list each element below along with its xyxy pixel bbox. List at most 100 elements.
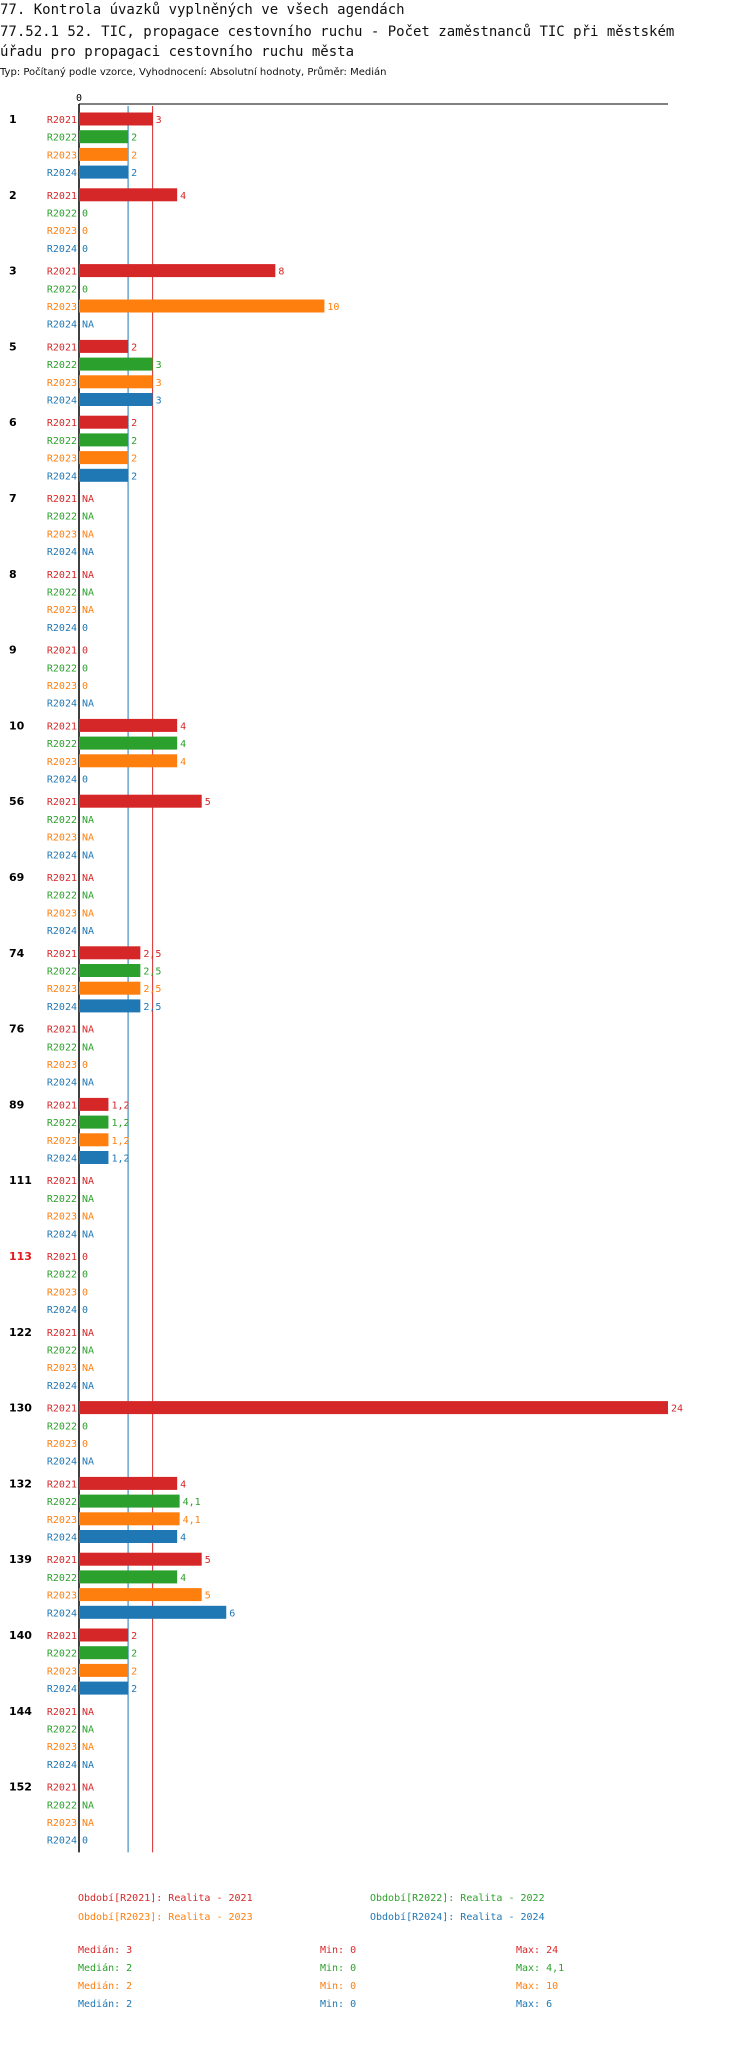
period-label-5-R2021: R2021	[47, 342, 77, 353]
value-label-111-R2024: NA	[82, 1229, 94, 1240]
period-label-2-R2022: R2022	[47, 209, 77, 220]
value-label-152-R2022: NA	[82, 1800, 94, 1811]
period-label-3-R2022: R2022	[47, 284, 77, 295]
group-label-122: 122	[9, 1326, 32, 1339]
period-label-140-R2021: R2021	[47, 1631, 77, 1642]
period-label-130-R2023: R2023	[47, 1439, 77, 1450]
bar-89-R2021	[79, 1097, 109, 1111]
period-label-139-R2024: R2024	[47, 1608, 77, 1619]
period-label-7-R2021: R2021	[47, 494, 77, 505]
value-label-139-R2024: 6	[229, 1608, 235, 1619]
group-label-74: 74	[9, 947, 25, 960]
value-label-9-R2021: 0	[82, 646, 88, 657]
period-label-139-R2021: R2021	[47, 1555, 77, 1566]
stat-median-r2024: Medián: 2	[78, 1999, 133, 2010]
value-label-140-R2021: 2	[131, 1631, 137, 1642]
period-label-74-R2024: R2024	[47, 1002, 77, 1013]
value-label-6-R2022: 2	[131, 436, 137, 447]
bar-74-R2022	[79, 964, 141, 977]
value-label-2-R2023: 0	[82, 226, 88, 237]
value-label-10-R2021: 4	[180, 721, 186, 732]
value-label-144-R2023: NA	[82, 1742, 94, 1753]
period-label-8-R2024: R2024	[47, 623, 77, 634]
group-label-69: 69	[9, 871, 24, 884]
legend-item-r2023: Období[R2023]: Realita - 2023	[78, 1912, 253, 1923]
value-label-76-R2023: 0	[82, 1060, 88, 1071]
period-label-132-R2022: R2022	[47, 1497, 77, 1508]
period-label-5-R2024: R2024	[47, 396, 77, 407]
chart-title-line-1: 77. Kontrola úvazků vyplněných ve všech …	[0, 2, 405, 18]
value-label-132-R2022: 4,1	[183, 1497, 201, 1508]
value-label-122-R2023: NA	[82, 1363, 94, 1374]
period-label-8-R2023: R2023	[47, 605, 77, 616]
bar-140-R2022	[79, 1646, 129, 1660]
value-label-56-R2023: NA	[82, 833, 94, 844]
period-label-1-R2021: R2021	[47, 115, 77, 126]
bar-6-R2023	[79, 451, 129, 465]
period-label-69-R2022: R2022	[47, 891, 77, 902]
value-label-8-R2021: NA	[82, 570, 94, 581]
value-label-130-R2023: 0	[82, 1439, 88, 1450]
group-label-132: 132	[9, 1477, 32, 1490]
value-label-2-R2021: 4	[180, 191, 186, 202]
value-label-9-R2024: NA	[82, 699, 94, 710]
period-label-132-R2023: R2023	[47, 1515, 77, 1526]
bar-140-R2023	[79, 1663, 129, 1677]
period-label-113-R2022: R2022	[47, 1270, 77, 1281]
value-label-140-R2023: 2	[131, 1666, 137, 1677]
value-label-113-R2023: 0	[82, 1287, 88, 1298]
value-label-3-R2021: 8	[278, 267, 284, 278]
bar-6-R2021	[79, 415, 129, 429]
period-label-5-R2023: R2023	[47, 378, 77, 389]
bar-10-R2023	[79, 754, 178, 768]
period-label-56-R2024: R2024	[47, 850, 77, 861]
value-label-3-R2022: 0	[82, 284, 88, 295]
value-label-140-R2022: 2	[131, 1649, 137, 1660]
bar-89-R2022	[79, 1115, 109, 1129]
bar-74-R2021	[79, 946, 141, 960]
stat-max-r2021: Max: 24	[516, 1945, 559, 1956]
stat-min-r2024: Min: 0	[320, 1999, 357, 2010]
value-label-132-R2023: 4,1	[183, 1515, 201, 1526]
period-label-56-R2021: R2021	[47, 797, 77, 808]
value-label-8-R2023: NA	[82, 605, 94, 616]
period-label-69-R2021: R2021	[47, 873, 77, 884]
bar-1-R2022	[79, 130, 129, 144]
value-label-144-R2024: NA	[82, 1760, 94, 1771]
bar-139-R2023	[79, 1588, 202, 1602]
period-label-89-R2021: R2021	[47, 1100, 77, 1111]
bar-1-R2023	[79, 147, 129, 161]
stat-median-r2023: Medián: 2	[78, 1981, 133, 1992]
period-label-1-R2022: R2022	[47, 133, 77, 144]
value-label-1-R2024: 2	[131, 168, 137, 179]
bar-139-R2022	[79, 1570, 178, 1584]
bar-3-R2023	[79, 299, 325, 313]
period-label-1-R2023: R2023	[47, 150, 77, 161]
value-label-1-R2022: 2	[131, 133, 137, 144]
value-label-152-R2023: NA	[82, 1818, 94, 1829]
value-label-56-R2024: NA	[82, 850, 94, 861]
value-label-139-R2021: 5	[205, 1555, 211, 1566]
group-label-113: 113	[9, 1250, 32, 1263]
value-label-122-R2024: NA	[82, 1381, 94, 1392]
period-label-56-R2022: R2022	[47, 815, 77, 826]
legend-item-r2022: Období[R2022]: Realita - 2022	[370, 1893, 545, 1904]
bar-140-R2021	[79, 1628, 129, 1642]
bar-140-R2024	[79, 1681, 129, 1695]
group-label-130: 130	[9, 1402, 32, 1415]
period-label-144-R2021: R2021	[47, 1707, 77, 1718]
period-label-3-R2021: R2021	[47, 267, 77, 278]
value-label-74-R2022: 2,5	[143, 967, 161, 978]
period-label-6-R2024: R2024	[47, 471, 77, 482]
group-label-2: 2	[9, 189, 17, 202]
stat-median-r2022: Medián: 2	[78, 1963, 133, 1974]
value-label-56-R2022: NA	[82, 815, 94, 826]
group-label-89: 89	[9, 1098, 24, 1111]
period-label-5-R2022: R2022	[47, 360, 77, 371]
value-label-7-R2024: NA	[82, 547, 94, 558]
period-label-122-R2022: R2022	[47, 1346, 77, 1357]
stat-min-r2022: Min: 0	[320, 1963, 357, 1974]
bar-5-R2021	[79, 339, 129, 353]
value-label-76-R2022: NA	[82, 1042, 94, 1053]
